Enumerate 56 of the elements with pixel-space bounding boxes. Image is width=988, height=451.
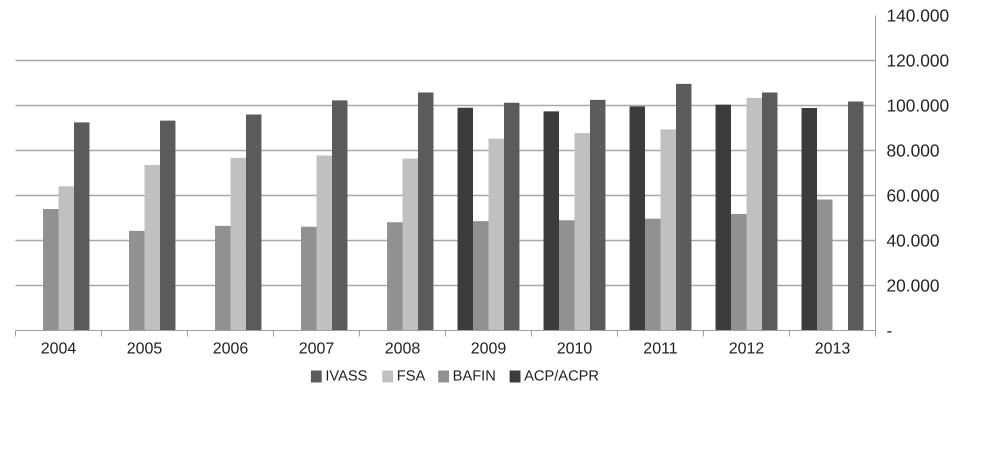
y-tick-label: 100.000 — [886, 96, 950, 116]
bar — [215, 226, 230, 330]
bar — [473, 221, 488, 330]
x-tick-label: 2009 — [470, 340, 506, 358]
bar — [544, 111, 560, 330]
bar — [762, 92, 778, 330]
bar — [559, 220, 574, 330]
bar — [387, 222, 402, 330]
legend-label: IVASS — [325, 368, 368, 384]
bar — [660, 129, 676, 330]
y-tick-label: - — [886, 320, 892, 340]
bar — [246, 114, 262, 330]
legend-label: ACP/ACPR — [524, 368, 600, 384]
bar — [488, 138, 504, 330]
x-tick-label: 2010 — [556, 340, 592, 358]
bar — [301, 226, 316, 330]
x-tick-label: 2012 — [728, 340, 764, 358]
bar — [316, 155, 332, 330]
x-tick-label: 2013 — [814, 340, 850, 358]
bar — [129, 230, 144, 330]
bar — [504, 102, 520, 330]
bar — [43, 209, 58, 330]
x-tick-label: 2005 — [126, 340, 162, 358]
bar — [802, 108, 818, 330]
bar — [731, 214, 746, 330]
bar — [230, 158, 246, 330]
y-tick-label: 40.000 — [886, 230, 940, 250]
bar — [402, 158, 418, 330]
bar — [630, 106, 646, 330]
bar — [144, 164, 160, 330]
x-tick-label: 2011 — [643, 340, 678, 358]
bar — [645, 218, 660, 330]
bar — [817, 200, 832, 330]
bar — [332, 100, 348, 330]
x-tick-label: 2004 — [40, 340, 76, 358]
bar — [746, 98, 762, 330]
bar — [574, 132, 590, 330]
bar — [58, 186, 74, 330]
legend-label: BAFIN — [452, 368, 496, 384]
bar — [716, 104, 732, 330]
bar — [74, 122, 90, 330]
y-tick-label: 120.000 — [886, 50, 950, 70]
bar — [458, 108, 474, 330]
bar — [418, 92, 434, 330]
bar — [848, 101, 864, 330]
x-tick-label: 2006 — [212, 340, 248, 358]
x-tick-label: 2008 — [384, 340, 420, 358]
y-tick-label: 60.000 — [886, 186, 940, 206]
bar — [590, 100, 606, 330]
y-tick-label: 80.000 — [886, 140, 940, 160]
x-tick-label: 2007 — [298, 340, 334, 358]
legend-label: FSA — [396, 368, 426, 384]
bar — [676, 84, 692, 330]
y-tick-label: 140.000 — [886, 6, 950, 26]
bar — [160, 120, 176, 330]
y-tick-label: 20.000 — [886, 276, 940, 296]
